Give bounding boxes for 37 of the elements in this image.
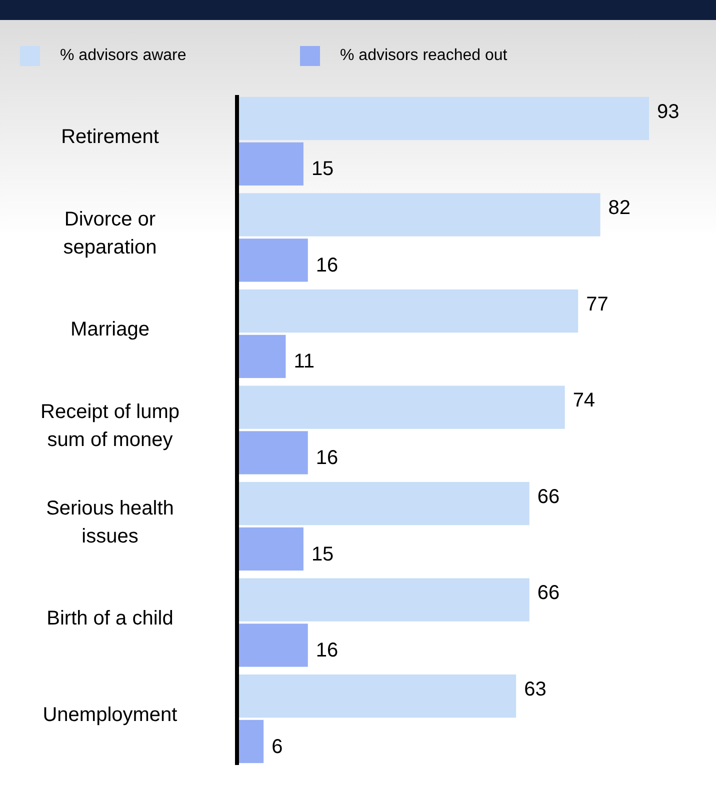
bar	[237, 142, 304, 186]
y-tick-label: Unemployment	[42, 704, 178, 726]
bar	[237, 674, 516, 718]
data-label: 74	[572, 390, 596, 412]
bar	[237, 289, 578, 333]
data-label: 82	[608, 197, 631, 220]
data-label: 11	[294, 350, 314, 373]
data-label: 66	[537, 582, 560, 604]
y-tick-label: Receipt of lump sum of money	[40, 401, 180, 451]
bar	[237, 527, 304, 571]
y-tick-label: Divorce or separation	[63, 208, 157, 258]
data-label: 16	[316, 254, 338, 276]
data-label: 15	[311, 158, 334, 180]
data-label: 16	[316, 446, 338, 469]
bar	[237, 386, 565, 429]
bar	[237, 193, 600, 236]
legend-label: % advisors aware	[60, 47, 186, 64]
bar	[237, 578, 530, 622]
bar	[237, 431, 308, 474]
y-tick-label: Marriage	[70, 318, 150, 341]
data-label: 93	[657, 100, 680, 123]
bar	[237, 720, 264, 764]
bar	[237, 482, 530, 526]
data-label: 66	[537, 486, 560, 508]
data-label: 15	[311, 543, 334, 566]
data-label: 77	[586, 293, 608, 316]
y-tick-label: Retirement	[61, 126, 160, 148]
data-label: 16	[316, 640, 338, 662]
y-tick-label: Serious health issues	[46, 497, 174, 548]
data-label: 6	[272, 736, 283, 758]
y-tick-label: Birth of a child	[46, 608, 174, 630]
bar	[237, 238, 308, 282]
bar	[237, 334, 286, 378]
data-label: 63	[524, 678, 546, 700]
bar	[237, 624, 308, 667]
bar	[237, 96, 649, 140]
legend-label: % advisors reached out	[340, 47, 508, 64]
